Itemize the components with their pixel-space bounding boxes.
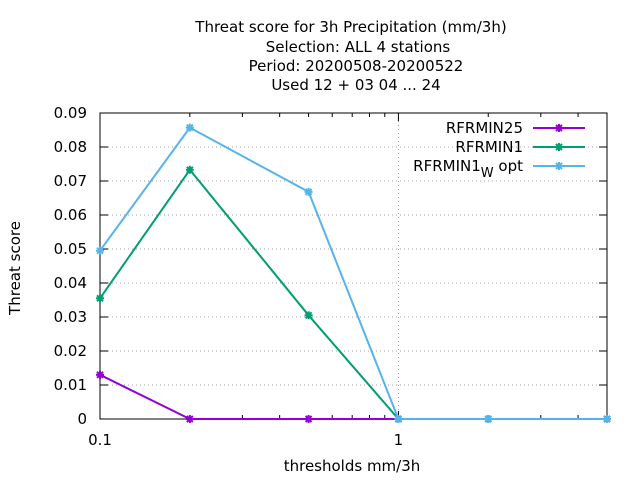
legend-marker: [555, 162, 563, 170]
data-point: [304, 311, 313, 320]
data-point: [304, 187, 313, 196]
title-line-2: Selection: ALL 4 stations: [266, 38, 451, 56]
data-series: [96, 123, 611, 423]
series-2: [96, 165, 611, 423]
y-tick-label: 0.08: [54, 138, 87, 156]
legend-entry-3: RFRMIN1W opt: [413, 157, 585, 181]
chart-title: Threat score for 3h Precipitation (mm/3h…: [194, 18, 506, 94]
series-1: [96, 370, 611, 423]
x-tick-label: 1: [394, 431, 404, 449]
data-point: [96, 246, 104, 255]
plot-frame: [99, 112, 608, 420]
title-line-3: Period: 20200508-20200522: [249, 57, 464, 75]
y-tick-label: 0.07: [54, 172, 87, 190]
y-tick-label: 0: [77, 410, 87, 428]
legend-marker: [555, 143, 563, 151]
y-tick-label: 0.03: [54, 308, 87, 326]
data-point: [96, 294, 104, 303]
series-line: [99, 126, 607, 420]
data-point: [484, 415, 493, 423]
x-tick-label: 0.1: [88, 431, 112, 449]
data-point: [394, 415, 403, 423]
data-point: [185, 415, 194, 423]
legend-label: RFRMIN1W opt: [413, 157, 523, 181]
data-point: [185, 123, 194, 132]
series-3: [96, 123, 611, 423]
axis-ticks: 0 0.01 0.02 0.03 0.04 0.05 0.06 0.07 0.08 0.09 0.1…: [54, 104, 608, 449]
y-tick-label: 0.02: [54, 342, 87, 360]
y-tick-label: 0.05: [54, 240, 87, 258]
y-tick-label: 0.06: [54, 206, 87, 224]
grid: [100, 113, 607, 419]
series-line: [99, 373, 607, 420]
legend-entry-2: RFRMIN1: [455, 138, 585, 156]
data-point: [96, 370, 104, 379]
y-axis-label: Threat score: [6, 221, 24, 316]
title-line-1: Threat score for 3h Precipitation (mm/3h…: [194, 18, 506, 36]
x-axis-label: thresholds mm/3h: [284, 457, 421, 475]
legend-label: RFRMIN1: [455, 138, 523, 156]
y-tick-label: 0.04: [54, 274, 87, 292]
series-line: [99, 168, 607, 420]
data-point: [603, 415, 611, 423]
y-tick-label: 0.01: [54, 376, 87, 394]
data-point: [304, 415, 313, 423]
y-tick-label: 0.09: [54, 104, 87, 122]
legend-marker: [555, 124, 563, 132]
title-line-4: Used 12 + 03 04 ... 24: [271, 76, 440, 94]
data-point: [185, 165, 194, 174]
legend-label: RFRMIN25: [446, 119, 523, 137]
legend-entry-1: RFRMIN25: [446, 119, 585, 137]
